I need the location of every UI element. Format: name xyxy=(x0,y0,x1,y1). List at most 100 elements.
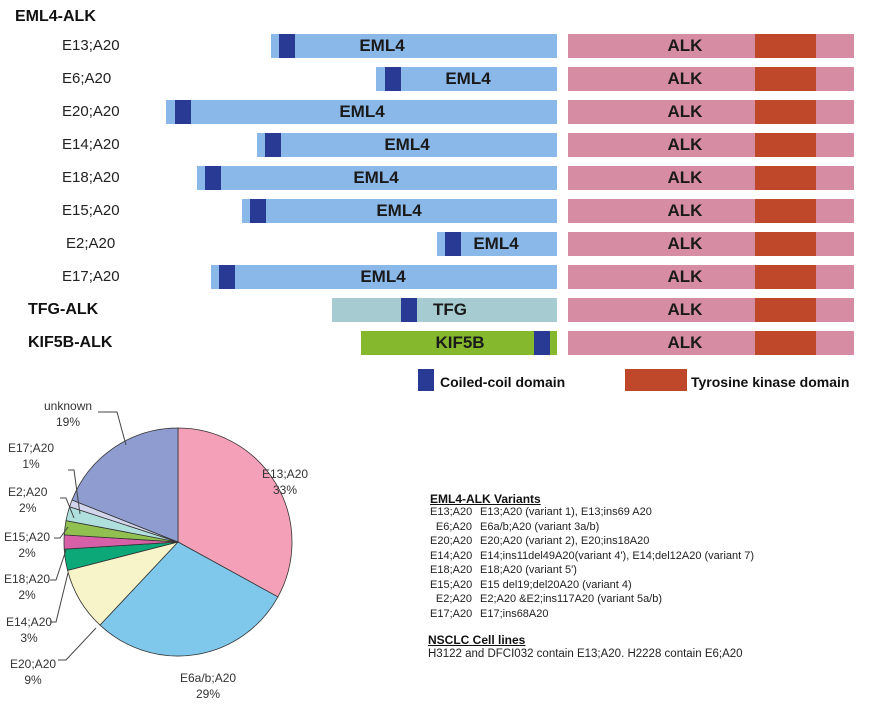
leader-line xyxy=(50,549,67,581)
tyrosine-kinase-domain xyxy=(755,265,816,289)
coiled-coil-domain xyxy=(250,199,266,223)
coiled-coil-domain xyxy=(219,265,235,289)
partner-label: KIF5B xyxy=(435,333,485,352)
coiled-coil-legend-label: Coiled-coil domain xyxy=(440,374,566,390)
variant-frequency-pie-chart xyxy=(50,411,293,661)
coiled-coil-domain xyxy=(205,166,221,190)
variant-key: E17;A20 xyxy=(430,607,473,620)
pie-label-e17-a20: E17;A20 1% xyxy=(8,440,54,472)
pie-label-e14-a20: E14;A20 3% xyxy=(6,614,52,646)
alk-label: ALK xyxy=(667,102,703,121)
variant-description: E20;A20 (variant 2), E20;ins18A20 xyxy=(480,535,650,547)
fusion-label: E14;A20 xyxy=(62,136,120,153)
pie-label-percent: 2% xyxy=(19,501,37,515)
variant-key: E15;A20 xyxy=(430,578,473,591)
leader-line xyxy=(54,526,69,539)
pie-label-name: E6a/b;A20 xyxy=(180,671,237,685)
fusion-label: TFG-ALK xyxy=(28,301,99,318)
pie-label-percent: 19% xyxy=(56,415,81,429)
pie-label-name: E20;A20 xyxy=(10,657,57,671)
variant-description: E15 del19;del20A20 (variant 4) xyxy=(480,578,632,591)
kif5b-partner-bar xyxy=(361,331,557,355)
pie-label-e18-a20: E18;A20 2% xyxy=(4,571,50,603)
pie-label-percent: 1% xyxy=(22,457,40,471)
eml4-partner-bar xyxy=(197,166,557,190)
tyrosine-kinase-domain xyxy=(755,67,816,91)
variant-row: E20;A20 E20;A20 (variant 2), E20;ins18A20 xyxy=(430,535,649,547)
variant-row: E15;A20 E15 del19;del20A20 (variant 4) xyxy=(430,579,632,591)
eml4-partner-bar xyxy=(257,133,557,157)
alk-label: ALK xyxy=(667,333,703,352)
variant-key: E20;A20 xyxy=(430,535,473,547)
variant-row: E13;A20 E13;A20 (variant 1), E13;ins69 A2… xyxy=(430,506,652,518)
tyrosine-kinase-domain xyxy=(755,100,816,124)
tyrosine-kinase-domain xyxy=(755,232,816,256)
partner-label: EML4 xyxy=(353,168,399,187)
fusion-label: E13;A20 xyxy=(62,37,120,54)
pie-label-percent: 33% xyxy=(273,483,298,497)
pie-label-percent: 9% xyxy=(24,673,42,687)
pie-label-unknown: unknown 19% xyxy=(44,398,92,430)
eml4-partner-bar xyxy=(271,34,557,58)
fusion-label: E18;A20 xyxy=(62,169,120,186)
pie-label-e2-a20: E2;A20 2% xyxy=(8,484,47,516)
pie-label-name: E17;A20 xyxy=(8,441,55,455)
leader-line xyxy=(50,572,69,623)
variant-key: E14;A20 xyxy=(430,549,473,562)
partner-label: EML4 xyxy=(339,102,385,121)
tyrosine-kinase-domain xyxy=(755,34,816,58)
variant-description: E17;ins68A20 xyxy=(480,607,549,620)
pie-label-percent: 29% xyxy=(196,687,221,701)
fusion-label: E6;A20 xyxy=(62,70,112,87)
leader-line xyxy=(60,497,75,519)
eml4-partner-bar xyxy=(211,265,557,289)
tyrosine-kinase-domain xyxy=(755,199,816,223)
variant-description: E2;A20 &E2;ins117A20 (variant 5a/b) xyxy=(480,593,663,605)
pie-label-percent: 3% xyxy=(20,631,38,645)
fusion-label: E17;A20 xyxy=(62,268,120,285)
pie-slice-e13-a20 xyxy=(177,427,293,598)
pie-label-e20-a20: E20;A20 9% xyxy=(10,656,56,688)
variant-description: E6a/b;A20 (variant 3a/b) xyxy=(480,520,600,533)
coiled-coil-domain xyxy=(385,67,401,91)
tyrosine-kinase-domain xyxy=(755,166,816,190)
eml4-partner-bar xyxy=(242,199,557,223)
cell-lines-title: NSCLC Cell lines xyxy=(428,633,526,647)
variant-key: E2;A20 xyxy=(435,593,472,605)
partner-label: EML4 xyxy=(359,36,405,55)
eml4-partner-bar xyxy=(376,67,557,91)
tyrosine-kinase-domain xyxy=(755,298,816,322)
leader-line xyxy=(68,469,81,515)
variant-row: E2;A20 E2;A20 &E2;ins117A20 (variant 5a/b… xyxy=(430,593,662,605)
pie-label-e15-a20: E15;A20 2% xyxy=(4,529,50,561)
eml4-partner-bar xyxy=(166,100,557,124)
pie-label-name: E18;A20 xyxy=(4,572,51,586)
pie-label-percent: 2% xyxy=(18,588,36,602)
variant-key: E6;A20 xyxy=(435,520,472,533)
fusion-label: E20;A20 xyxy=(62,103,120,120)
alk-label: ALK xyxy=(667,267,703,286)
tyrosine-kinase-domain xyxy=(755,331,816,355)
alk-label: ALK xyxy=(667,69,703,88)
coiled-coil-legend-swatch xyxy=(418,369,434,391)
variant-description: E14;ins11del49A20(variant 4'), E14;del12… xyxy=(480,549,755,562)
coiled-coil-domain xyxy=(534,331,550,355)
variant-description: E13;A20 (variant 1), E13;ins69 A20 xyxy=(480,506,652,518)
partner-label: EML4 xyxy=(376,201,422,220)
pie-label-name: E14;A20 xyxy=(6,615,53,629)
eml4-alk-heading: EML4-ALK xyxy=(15,8,96,25)
partner-label: EML4 xyxy=(360,267,406,286)
fusion-label: E2;A20 xyxy=(66,235,116,252)
variant-row: E6;A20 E6a/b;A20 (variant 3a/b) xyxy=(430,521,599,533)
leader-line xyxy=(98,411,127,446)
pie-label-name: E2;A20 xyxy=(8,485,48,499)
alk-label: ALK xyxy=(667,168,703,187)
pie-label-e6a-b-a20: E6a/b;A20 29% xyxy=(180,670,236,702)
pie-label-name: unknown xyxy=(44,399,93,413)
variant-row: E18;A20 E18;A20 (variant 5') xyxy=(430,564,577,576)
fusion-label: KIF5B-ALK xyxy=(28,334,113,351)
pie-label-name: E13;A20 xyxy=(262,467,309,481)
pie-label-e13-a20: E13;A20 33% xyxy=(262,466,308,498)
cell-lines-text: H3122 and DFCI032 contain E13;A20. H2228… xyxy=(428,648,743,660)
variant-description: E18;A20 (variant 5') xyxy=(480,564,577,576)
